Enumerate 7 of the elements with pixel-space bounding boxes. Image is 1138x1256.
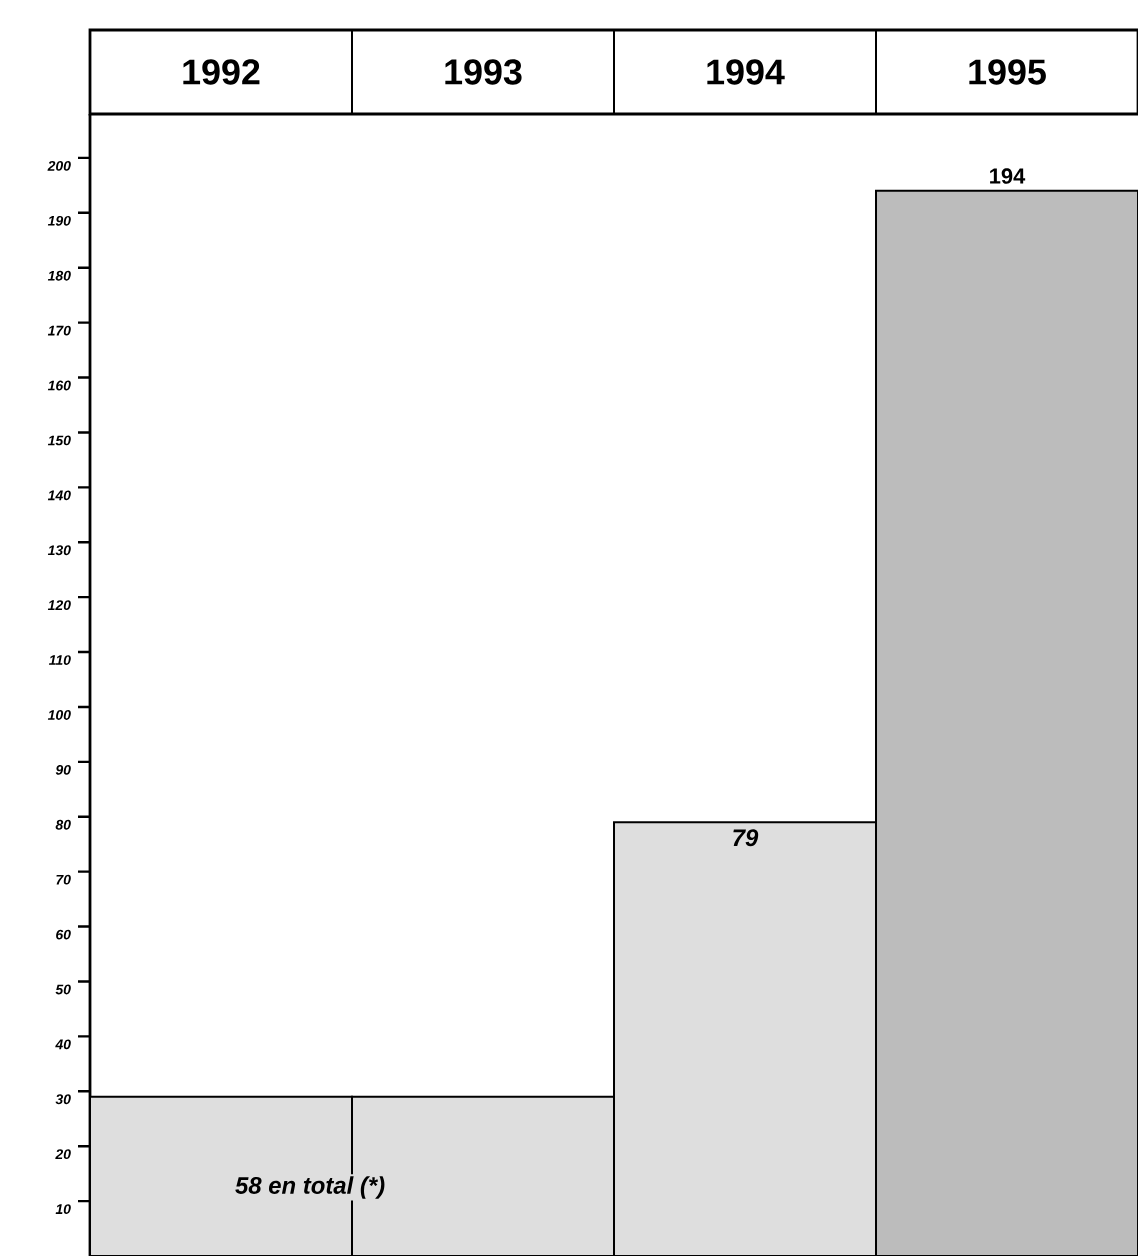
x-tick-label: 1995 bbox=[969, 59, 1046, 85]
x-tick-label: 1992 bbox=[183, 59, 260, 85]
x-tick-label: 1993 bbox=[445, 59, 522, 85]
annotation: 58 en total (*) bbox=[235, 1176, 385, 1199]
data-label: 79 bbox=[733, 829, 759, 847]
data-label: 194 bbox=[990, 168, 1026, 184]
x-tick-label: 1994 bbox=[707, 59, 785, 85]
